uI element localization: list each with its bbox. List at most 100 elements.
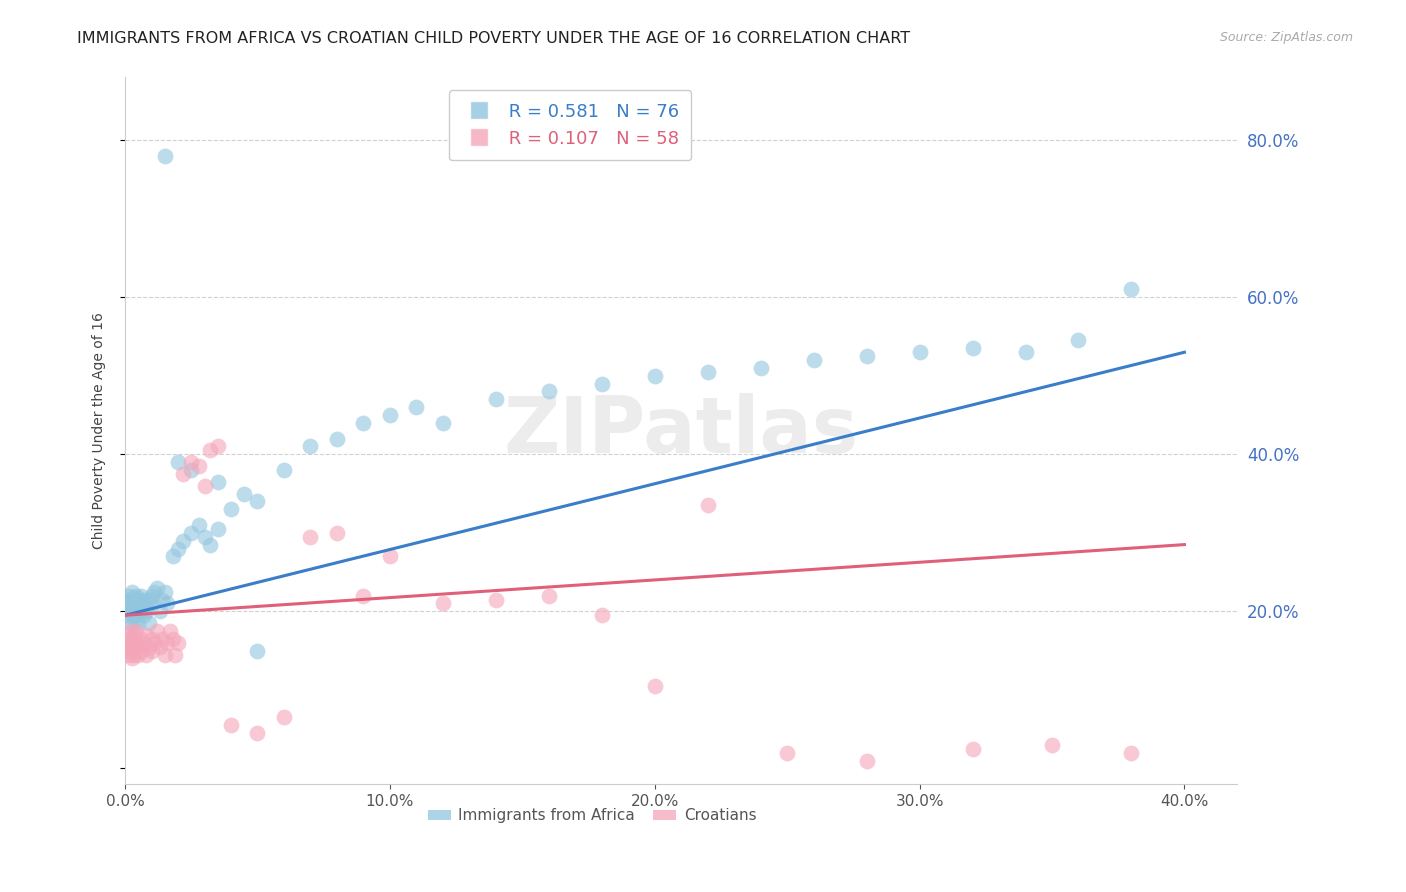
Point — [117, 592, 139, 607]
Point — [118, 640, 141, 654]
Point — [150, 592, 173, 607]
Point — [121, 651, 143, 665]
Point — [162, 549, 184, 564]
Point — [129, 604, 152, 618]
Point — [124, 628, 146, 642]
Point — [124, 604, 146, 618]
Point — [188, 459, 211, 474]
Point — [172, 467, 194, 481]
Point — [135, 648, 157, 662]
Text: Source: ZipAtlas.com: Source: ZipAtlas.com — [1219, 31, 1353, 45]
Point — [749, 360, 772, 375]
Point — [153, 149, 176, 163]
Point — [167, 541, 190, 556]
Point — [696, 499, 718, 513]
Point — [125, 592, 148, 607]
Point — [485, 392, 508, 407]
Point — [148, 640, 170, 654]
Point — [141, 643, 163, 657]
Point — [120, 643, 142, 657]
Point — [165, 648, 187, 662]
Point — [117, 608, 139, 623]
Point — [148, 604, 170, 618]
Point — [117, 636, 139, 650]
Point — [378, 408, 401, 422]
Point — [141, 597, 163, 611]
Point — [122, 632, 145, 646]
Point — [132, 608, 155, 623]
Point — [127, 600, 149, 615]
Point — [143, 584, 166, 599]
Point — [120, 604, 142, 618]
Point — [908, 345, 931, 359]
Point — [1067, 334, 1090, 348]
Point — [803, 353, 825, 368]
Point — [156, 636, 179, 650]
Point — [644, 679, 666, 693]
Point — [138, 640, 160, 654]
Point — [537, 589, 560, 603]
Text: IMMIGRANTS FROM AFRICA VS CROATIAN CHILD POVERTY UNDER THE AGE OF 16 CORRELATION: IMMIGRANTS FROM AFRICA VS CROATIAN CHILD… — [77, 31, 911, 46]
Point — [125, 604, 148, 618]
Point — [118, 589, 141, 603]
Point — [299, 440, 322, 454]
Point — [644, 368, 666, 383]
Point — [118, 632, 141, 646]
Point — [124, 616, 146, 631]
Point — [180, 463, 202, 477]
Point — [378, 549, 401, 564]
Point — [159, 624, 181, 638]
Point — [117, 648, 139, 662]
Legend: Immigrants from Africa, Croatians: Immigrants from Africa, Croatians — [422, 802, 763, 830]
Point — [855, 754, 877, 768]
Point — [129, 643, 152, 657]
Point — [120, 616, 142, 631]
Point — [198, 443, 221, 458]
Point — [855, 349, 877, 363]
Point — [1040, 738, 1063, 752]
Point — [180, 455, 202, 469]
Point — [219, 502, 242, 516]
Point — [121, 597, 143, 611]
Point — [591, 608, 613, 623]
Point — [143, 636, 166, 650]
Point — [129, 589, 152, 603]
Point — [122, 600, 145, 615]
Point — [120, 624, 142, 638]
Y-axis label: Child Poverty Under the Age of 16: Child Poverty Under the Age of 16 — [93, 312, 107, 549]
Point — [405, 401, 427, 415]
Point — [167, 455, 190, 469]
Point — [146, 624, 169, 638]
Point — [127, 640, 149, 654]
Point — [246, 726, 269, 740]
Point — [122, 648, 145, 662]
Point — [115, 628, 138, 642]
Point — [153, 648, 176, 662]
Point — [135, 628, 157, 642]
Point — [432, 597, 454, 611]
Point — [122, 592, 145, 607]
Point — [198, 538, 221, 552]
Point — [115, 597, 138, 611]
Point — [188, 518, 211, 533]
Point — [172, 533, 194, 548]
Point — [146, 581, 169, 595]
Point — [591, 376, 613, 391]
Point — [162, 632, 184, 646]
Point — [432, 416, 454, 430]
Point — [1121, 746, 1143, 760]
Point — [132, 636, 155, 650]
Point — [696, 365, 718, 379]
Point — [193, 479, 215, 493]
Point — [352, 416, 374, 430]
Point — [207, 440, 229, 454]
Point — [537, 384, 560, 399]
Point — [180, 525, 202, 540]
Point — [1014, 345, 1036, 359]
Point — [1121, 282, 1143, 296]
Point — [153, 584, 176, 599]
Point — [156, 597, 179, 611]
Point — [122, 608, 145, 623]
Point — [207, 522, 229, 536]
Point — [127, 648, 149, 662]
